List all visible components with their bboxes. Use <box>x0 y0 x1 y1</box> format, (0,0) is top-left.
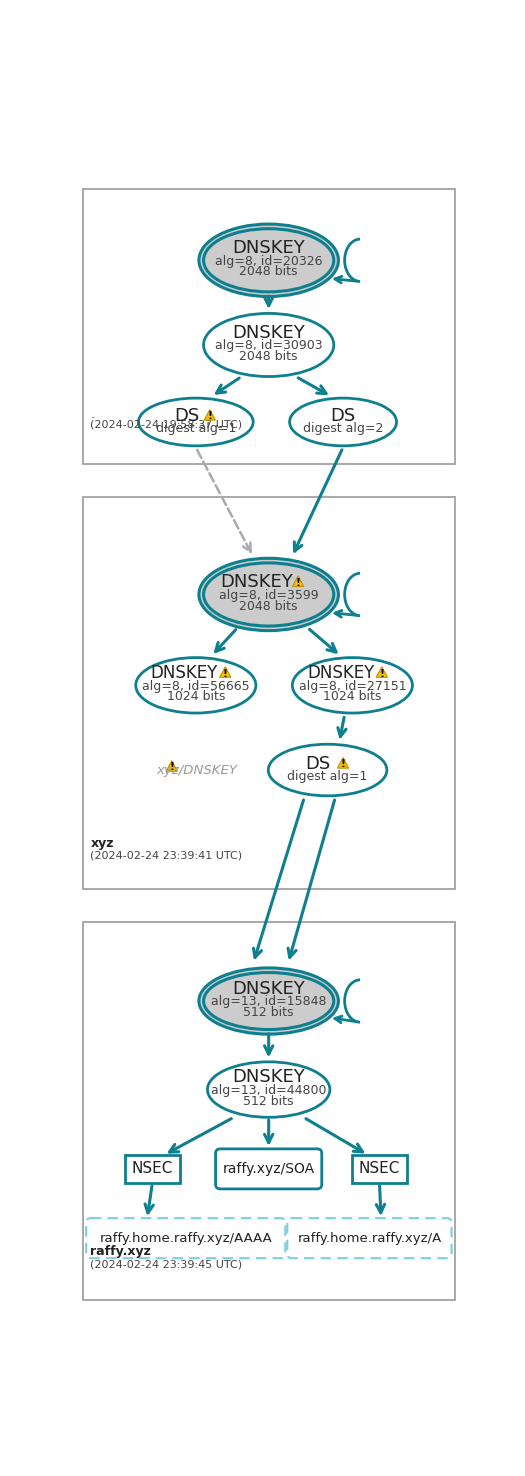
Ellipse shape <box>268 744 387 796</box>
Text: raffy.xyz/SOA: raffy.xyz/SOA <box>223 1162 315 1176</box>
Text: DNSKEY: DNSKEY <box>232 323 305 341</box>
Text: !: ! <box>296 577 300 587</box>
Text: 2048 bits: 2048 bits <box>239 599 298 613</box>
Text: DS: DS <box>306 754 331 773</box>
Text: 1024 bits: 1024 bits <box>166 691 225 704</box>
Text: !: ! <box>170 763 174 772</box>
Ellipse shape <box>139 399 253 446</box>
Text: raffy.home.raffy.xyz/A: raffy.home.raffy.xyz/A <box>297 1231 442 1244</box>
Text: DNSKEY: DNSKEY <box>232 239 305 257</box>
Text: raffy.xyz: raffy.xyz <box>90 1246 151 1258</box>
Polygon shape <box>166 760 177 772</box>
Text: digest alg=1: digest alg=1 <box>155 422 236 435</box>
Ellipse shape <box>199 558 339 630</box>
Text: xyz: xyz <box>90 837 114 850</box>
Polygon shape <box>338 757 349 768</box>
Text: !: ! <box>341 759 345 769</box>
Text: xyz/DNSKEY: xyz/DNSKEY <box>156 763 237 776</box>
Text: alg=8, id=3599: alg=8, id=3599 <box>219 589 319 602</box>
Text: 1024 bits: 1024 bits <box>323 691 382 704</box>
FancyBboxPatch shape <box>86 1218 286 1258</box>
Text: alg=8, id=30903: alg=8, id=30903 <box>215 339 322 353</box>
FancyBboxPatch shape <box>82 189 456 465</box>
Text: !: ! <box>223 669 228 679</box>
Text: 512 bits: 512 bits <box>244 1095 294 1107</box>
Polygon shape <box>204 409 215 421</box>
Ellipse shape <box>204 973 334 1030</box>
FancyBboxPatch shape <box>82 922 456 1300</box>
Polygon shape <box>219 667 231 677</box>
Text: alg=13, id=44800: alg=13, id=44800 <box>211 1083 327 1097</box>
Text: !: ! <box>380 669 384 679</box>
Text: (2024-02-24 23:39:45 UTC): (2024-02-24 23:39:45 UTC) <box>90 1259 243 1269</box>
Text: DNSKEY: DNSKEY <box>151 664 218 682</box>
Text: DNSKEY: DNSKEY <box>232 1069 305 1086</box>
Text: (2024-02-24 19:58:37 UTC): (2024-02-24 19:58:37 UTC) <box>90 419 243 430</box>
Ellipse shape <box>136 658 256 713</box>
Ellipse shape <box>199 224 339 297</box>
Text: DNSKEY: DNSKEY <box>220 573 293 592</box>
Text: alg=8, id=27151: alg=8, id=27151 <box>299 679 406 692</box>
Text: 512 bits: 512 bits <box>244 1007 294 1018</box>
Text: alg=13, id=15848: alg=13, id=15848 <box>211 995 327 1008</box>
Text: digest alg=2: digest alg=2 <box>303 422 383 435</box>
Text: DNSKEY: DNSKEY <box>232 980 305 998</box>
Ellipse shape <box>199 968 339 1035</box>
FancyBboxPatch shape <box>216 1148 322 1188</box>
Text: NSEC: NSEC <box>132 1162 173 1176</box>
Text: raffy.home.raffy.xyz/AAAA: raffy.home.raffy.xyz/AAAA <box>99 1231 272 1244</box>
Ellipse shape <box>204 229 334 292</box>
Ellipse shape <box>207 1061 330 1117</box>
FancyBboxPatch shape <box>287 1218 452 1258</box>
Text: 2048 bits: 2048 bits <box>239 350 298 363</box>
Polygon shape <box>376 667 387 677</box>
FancyBboxPatch shape <box>82 496 456 890</box>
FancyBboxPatch shape <box>352 1156 407 1182</box>
Text: DNSKEY: DNSKEY <box>307 664 374 682</box>
Text: alg=8, id=56665: alg=8, id=56665 <box>142 679 250 692</box>
FancyBboxPatch shape <box>124 1156 180 1182</box>
Polygon shape <box>292 576 304 586</box>
Text: !: ! <box>207 412 212 421</box>
Text: .: . <box>90 409 94 421</box>
Ellipse shape <box>290 399 396 446</box>
Text: (2024-02-24 23:39:41 UTC): (2024-02-24 23:39:41 UTC) <box>90 850 243 861</box>
Text: digest alg=1: digest alg=1 <box>287 770 368 784</box>
Ellipse shape <box>204 562 334 626</box>
Text: NSEC: NSEC <box>359 1162 400 1176</box>
Text: 2048 bits: 2048 bits <box>239 266 298 279</box>
Text: alg=8, id=20326: alg=8, id=20326 <box>215 254 322 267</box>
Ellipse shape <box>292 658 413 713</box>
Text: DS: DS <box>174 407 199 425</box>
Ellipse shape <box>204 313 334 376</box>
Text: DS: DS <box>330 407 356 425</box>
